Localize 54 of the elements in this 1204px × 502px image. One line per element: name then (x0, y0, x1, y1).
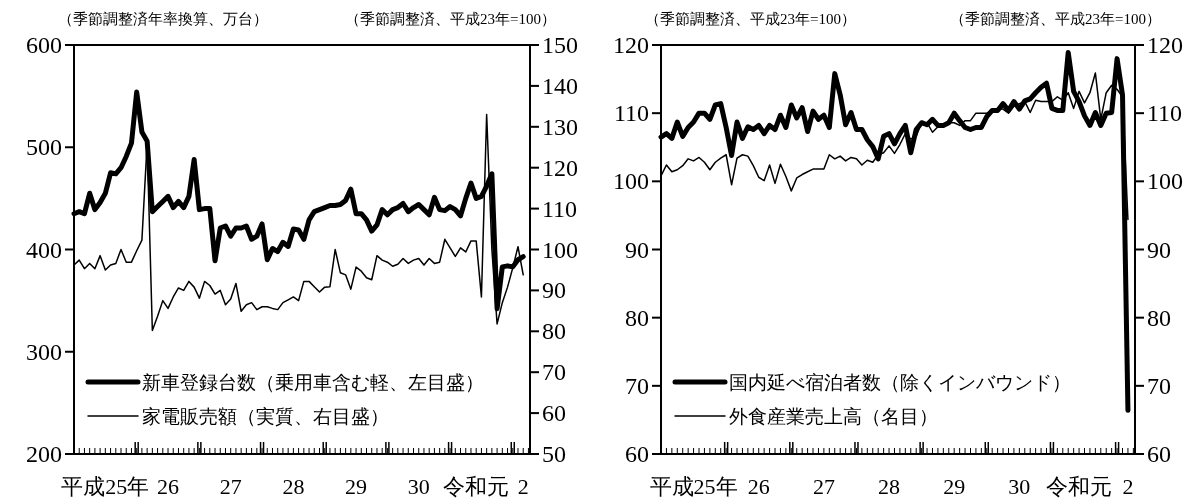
legend-label: 新車登録台数（乗用車含む軽、左目盛） (142, 372, 484, 393)
x-tick-label: 2 (517, 474, 529, 499)
y-tick-label: 500 (26, 134, 62, 161)
x-tick-label: 27 (219, 474, 242, 499)
y2-tick-label: 150 (542, 32, 578, 58)
y-tick-label: 90 (625, 236, 649, 263)
y-axis-title: （季節調整済、平成23年=100） (645, 11, 856, 27)
y2-tick-label: 50 (542, 441, 566, 467)
y-tick-label: 120 (613, 32, 649, 58)
y-tick-label: 200 (26, 441, 62, 467)
y2-tick-label: 110 (542, 195, 578, 222)
y2-tick-label: 100 (542, 236, 578, 263)
y2-tick-label: 140 (542, 72, 578, 99)
x-tick-label: 26 (157, 474, 180, 499)
y-tick-label: 80 (625, 304, 649, 331)
y2-tick-label: 90 (542, 277, 566, 304)
x-tick-label: 平成25年 (649, 474, 738, 499)
y2-tick-label: 70 (542, 359, 566, 386)
x-tick-label: 28 (878, 474, 901, 499)
y2-tick-label: 120 (542, 154, 578, 181)
y2-tick-label: 130 (542, 113, 578, 140)
x-tick-label: 29 (345, 474, 368, 499)
x-tick-label: 2 (1122, 474, 1134, 499)
legend-label: 外食産業売上高（名目） (729, 406, 938, 427)
x-tick-label: 29 (943, 474, 966, 499)
x-tick-label: 30 (407, 474, 430, 499)
y2-tick-label: 90 (1147, 236, 1171, 263)
x-tick-label: 30 (1008, 474, 1031, 499)
y2-tick-label: 100 (1147, 168, 1183, 195)
y2-tick-label: 110 (1147, 100, 1183, 127)
y-axis-title: （季節調整済年率換算、万台） (58, 11, 268, 27)
y2-tick-label: 80 (1147, 304, 1171, 331)
x-tick-label: 令和元 (443, 474, 510, 499)
y2-tick-label: 70 (1147, 372, 1171, 399)
y-tick-label: 70 (625, 372, 649, 399)
y2-axis-title: （季節調整済、平成23年=100） (345, 11, 556, 27)
y2-tick-label: 60 (1147, 441, 1171, 467)
y-tick-label: 300 (26, 338, 62, 365)
y-tick-label: 110 (613, 100, 649, 127)
y2-tick-label: 60 (542, 400, 566, 427)
y-tick-label: 400 (26, 236, 62, 263)
x-tick-label: 平成25年 (61, 474, 150, 499)
x-tick-label: 26 (747, 474, 770, 499)
y2-tick-label: 80 (542, 318, 566, 345)
y2-axis-title: （季節調整済、平成23年=100） (950, 11, 1161, 27)
y-tick-label: 100 (613, 168, 649, 195)
x-tick-label: 28 (282, 474, 305, 499)
legend-label: 家電販売額（実質、右目盛） (142, 406, 389, 427)
legend-label: 国内延べ宿泊者数（除くインバウンド） (729, 372, 1071, 393)
y-tick-label: 60 (625, 441, 649, 467)
y-tick-label: 600 (26, 32, 62, 58)
x-tick-label: 令和元 (1046, 474, 1113, 499)
x-tick-label: 27 (812, 474, 835, 499)
y2-tick-label: 120 (1147, 32, 1183, 58)
